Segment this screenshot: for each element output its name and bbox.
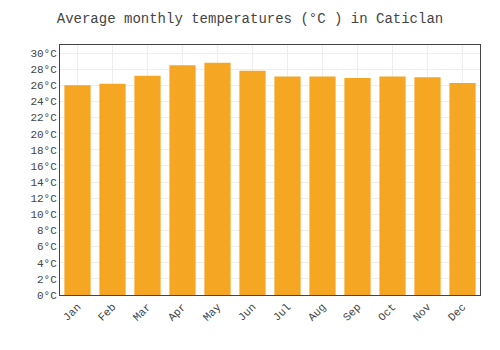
svg-text:Nov: Nov — [411, 301, 434, 324]
svg-text:2°C: 2°C — [37, 274, 57, 286]
svg-text:6°C: 6°C — [37, 241, 57, 253]
svg-text:Mar: Mar — [131, 301, 153, 323]
svg-text:Dec: Dec — [446, 301, 468, 323]
svg-text:22°C: 22°C — [30, 112, 57, 124]
svg-text:Feb: Feb — [96, 301, 118, 323]
svg-text:Apr: Apr — [166, 301, 188, 323]
svg-text:Sep: Sep — [341, 301, 363, 323]
svg-text:Jan: Jan — [61, 301, 83, 323]
svg-text:4°C: 4°C — [37, 258, 57, 270]
svg-text:26°C: 26°C — [30, 80, 57, 92]
svg-text:18°C: 18°C — [30, 145, 57, 157]
svg-text:0°C: 0°C — [37, 290, 57, 302]
svg-text:20°C: 20°C — [30, 129, 57, 141]
svg-text:Jun: Jun — [236, 301, 258, 323]
svg-text:24°C: 24°C — [30, 96, 57, 108]
svg-text:Oct: Oct — [376, 301, 398, 323]
svg-text:May: May — [201, 301, 224, 324]
svg-text:12°C: 12°C — [30, 193, 57, 205]
svg-text:Average monthly temperatures (: Average monthly temperatures (°C ) in Ca… — [57, 11, 443, 27]
svg-text:30°C: 30°C — [30, 48, 57, 60]
svg-text:28°C: 28°C — [30, 64, 57, 76]
svg-text:14°C: 14°C — [30, 177, 57, 189]
svg-text:8°C: 8°C — [37, 225, 57, 237]
svg-text:10°C: 10°C — [30, 209, 57, 221]
svg-text:Aug: Aug — [306, 301, 328, 323]
svg-text:16°C: 16°C — [30, 161, 57, 173]
svg-text:Jul: Jul — [271, 301, 293, 323]
